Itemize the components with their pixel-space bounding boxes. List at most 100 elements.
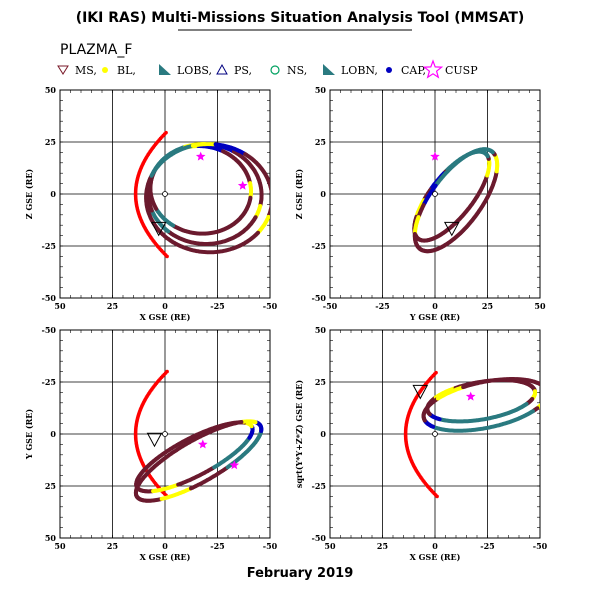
orbit-point-ms xyxy=(545,394,549,398)
y-tick-label: -25 xyxy=(312,241,326,251)
x-tick-label: -25 xyxy=(210,541,224,551)
orbit-point-ms xyxy=(270,197,274,201)
legend-label-4: NS, xyxy=(287,64,307,77)
y-tick-label: -50 xyxy=(42,325,57,335)
orbit-point-ms xyxy=(542,385,546,389)
y-tick-label: -50 xyxy=(42,293,57,303)
cusp-point xyxy=(430,151,440,161)
earth-marker xyxy=(432,431,438,437)
orbit-point-ms xyxy=(545,391,549,395)
plot-area xyxy=(403,370,549,499)
spacecraft-marker xyxy=(150,221,167,237)
orbit-point-ms xyxy=(545,394,549,398)
orbit-point-ms xyxy=(269,191,270,194)
orbit-point-ms xyxy=(269,192,270,195)
instrument-label: PLAZMA_F xyxy=(60,42,132,58)
x-axis-label: Y GSE (RE) xyxy=(409,312,461,322)
orbit-point-ms xyxy=(541,384,545,388)
orbit-point-ms xyxy=(270,194,274,198)
y-tick-label: -50 xyxy=(312,533,327,543)
orbit-point-ms xyxy=(539,384,540,386)
orbit-point-ms xyxy=(543,385,547,389)
orbit-point-bl xyxy=(542,399,546,403)
orbit-point-ms xyxy=(545,389,549,393)
legend-marker-3 xyxy=(216,63,228,75)
panel-xy: 50 25 0 -25 -50 -50 -25 0 25 50 X GSE (RE) Y GSE (R… xyxy=(24,325,278,562)
x-tick-label: 50 xyxy=(54,301,66,311)
x-axis-label: X GSE (RE) xyxy=(410,552,461,562)
x-tick-label: 50 xyxy=(534,301,546,311)
orbit-point-bl xyxy=(543,398,547,402)
orbit-point-ms xyxy=(269,202,270,204)
x-tick-label: -25 xyxy=(480,541,494,551)
legend-label-2: LOBS, xyxy=(177,64,212,77)
orbit-point-ms xyxy=(545,395,549,399)
x-tick-label: 0 xyxy=(162,541,168,551)
x-tick-label: 0 xyxy=(432,301,438,311)
orbit-point-ms xyxy=(544,388,548,392)
earth-marker xyxy=(432,191,438,197)
x-tick-label: -50 xyxy=(263,541,278,551)
orbit-point-ms xyxy=(545,392,549,396)
y-tick-label: 25 xyxy=(45,137,56,147)
legend-entry-3: PS, xyxy=(216,63,252,77)
y-tick-label: 25 xyxy=(315,377,326,387)
x-tick-label: 25 xyxy=(482,301,493,311)
orbit-point-ms xyxy=(270,196,274,200)
bow-shock-point xyxy=(434,370,438,375)
orbit-point-ms xyxy=(270,198,274,202)
plot-area xyxy=(412,147,500,254)
x-tick-label: 0 xyxy=(162,301,168,311)
y-tick-label: -50 xyxy=(312,293,327,303)
legend-marker-1 xyxy=(102,67,108,73)
bow-shock-point xyxy=(164,130,168,135)
orbit-point-ms xyxy=(538,382,540,387)
legend-entry-1: BL, xyxy=(102,64,136,77)
orbit-point-bl xyxy=(544,397,548,401)
page-title: (IKI RAS) Multi-Missions Situation Analy… xyxy=(76,10,525,26)
y-tick-label: -25 xyxy=(42,377,56,387)
y-tick-label: 50 xyxy=(45,533,57,543)
legend-label-6: CAP, xyxy=(401,64,426,77)
plot-area xyxy=(133,130,274,259)
legend-label-7: CUSP xyxy=(445,64,478,77)
orbit-point-ms xyxy=(543,386,547,390)
cusp-point xyxy=(237,180,248,190)
x-axis-label: X GSE (RE) xyxy=(140,552,191,562)
y-axis-label: Z GSE (RE) xyxy=(294,169,304,220)
orbit-point-ms xyxy=(473,214,478,219)
y-tick-label: 0 xyxy=(50,189,56,199)
orbit-point-bl xyxy=(542,400,546,404)
x-tick-label: -50 xyxy=(323,301,338,311)
legend-marker-6 xyxy=(386,67,392,73)
orbit-point-bl xyxy=(544,396,548,400)
legend-entry-5: LOBN, xyxy=(323,64,378,77)
orbit-point-ms xyxy=(545,393,549,397)
legend: MS, BL, LOBS, PS, NS, LOBN, CAP, CUSP xyxy=(57,59,478,79)
orbit-point-bl xyxy=(543,399,547,403)
orbit-point-ms xyxy=(543,386,547,390)
orbit-point-ms xyxy=(544,387,548,391)
legend-entry-4: NS, xyxy=(270,64,307,77)
y-axis-label: Y GSE (RE) xyxy=(24,409,34,461)
x-tick-label: 0 xyxy=(432,541,438,551)
panel-yz: -50 -25 0 25 50 50 25 0 -25 -50 Y GSE (RE) Z GSE (R… xyxy=(294,85,546,322)
orbit-point-bl xyxy=(541,401,545,405)
orbit-point-ms xyxy=(541,384,545,388)
legend-entry-7: CUSP xyxy=(422,59,478,79)
date-label: February 2019 xyxy=(247,566,354,581)
orbit-point-ms xyxy=(270,193,274,197)
cusp-point xyxy=(229,460,240,470)
legend-label-0: MS, xyxy=(75,64,97,77)
x-tick-label: 50 xyxy=(324,541,336,551)
orbit-point-ms xyxy=(545,393,549,397)
legend-marker-5 xyxy=(323,64,335,75)
orbit-point-bl xyxy=(544,398,548,402)
orbit-point-bl xyxy=(540,402,544,406)
orbit-point-ms xyxy=(144,195,149,200)
orbit-point-ms xyxy=(421,416,426,421)
y-tick-label: 0 xyxy=(320,429,326,439)
